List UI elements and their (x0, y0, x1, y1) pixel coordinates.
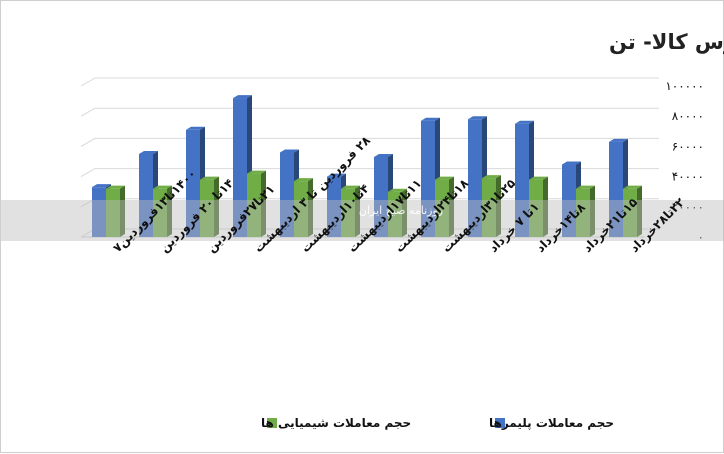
chemical-bar (482, 175, 501, 237)
chemical-bar (576, 185, 595, 237)
chemical-bar (623, 185, 642, 237)
chemical-bar (247, 170, 266, 237)
legend-swatch (267, 418, 277, 428)
legend: حجم معاملات پلیمرها حجم معاملات شیمیایی ه… (261, 416, 614, 430)
chemical-bar (435, 176, 454, 237)
chemical-bar (294, 178, 313, 237)
grid-line (80, 107, 659, 117)
y-tick-label: ۴۰۰۰۰ (672, 170, 704, 184)
bars (92, 95, 642, 237)
legend-swatch (495, 418, 505, 428)
chemical-bar (153, 185, 172, 237)
grid-line (80, 77, 659, 87)
watermark: روزنامه صبح ایران (1, 200, 724, 241)
grid-lines (80, 77, 659, 238)
y-tick-label: ۸۰۰۰۰ (672, 109, 704, 123)
chemical-bar (529, 176, 548, 237)
y-tick-label: ۲۰۰۰۰ (672, 200, 704, 214)
watermark-band (1, 200, 724, 241)
y-tick-label: ۰ (698, 230, 704, 244)
legend-label: حجم معاملات شیمیایی ها (261, 416, 411, 430)
chemical-bar (388, 188, 407, 237)
chemical-bar (200, 176, 219, 237)
chemical-bar (106, 185, 125, 237)
chemical-bar (341, 185, 360, 237)
legend-label: حجم معاملات پلیمرها (489, 416, 614, 430)
y-axis-ticks: ۱۰۰۰۰۰ ۸۰۰۰۰ ۶۰۰۰۰ ۴۰۰۰۰ ۲۰۰۰۰ ۰ (665, 79, 704, 244)
watermark-text: روزنامه صبح ایران (359, 204, 443, 217)
chart-title: حجم معاملات هفتگی محصولات پتروشیمیایی بو… (609, 29, 724, 54)
y-tick-label: ۶۰۰۰۰ (672, 139, 704, 153)
y-tick-label: ۱۰۰۰۰۰ (665, 79, 704, 93)
